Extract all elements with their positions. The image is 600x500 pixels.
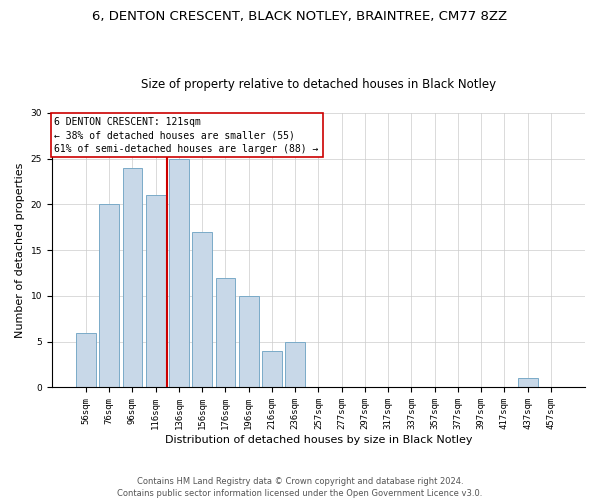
- Bar: [99, 204, 119, 388]
- Bar: [169, 158, 189, 388]
- Text: 6 DENTON CRESCENT: 121sqm
← 38% of detached houses are smaller (55)
61% of semi-: 6 DENTON CRESCENT: 121sqm ← 38% of detac…: [55, 117, 319, 154]
- Bar: [76, 332, 96, 388]
- Bar: [285, 342, 305, 388]
- Text: Contains HM Land Registry data © Crown copyright and database right 2024.
Contai: Contains HM Land Registry data © Crown c…: [118, 476, 482, 498]
- Y-axis label: Number of detached properties: Number of detached properties: [15, 162, 25, 338]
- Bar: [146, 196, 166, 388]
- Title: Size of property relative to detached houses in Black Notley: Size of property relative to detached ho…: [141, 78, 496, 91]
- Bar: [122, 168, 142, 388]
- Bar: [518, 378, 538, 388]
- Bar: [215, 278, 235, 388]
- Bar: [262, 351, 282, 388]
- X-axis label: Distribution of detached houses by size in Black Notley: Distribution of detached houses by size …: [164, 435, 472, 445]
- Bar: [192, 232, 212, 388]
- Text: 6, DENTON CRESCENT, BLACK NOTLEY, BRAINTREE, CM77 8ZZ: 6, DENTON CRESCENT, BLACK NOTLEY, BRAINT…: [92, 10, 508, 23]
- Bar: [239, 296, 259, 388]
